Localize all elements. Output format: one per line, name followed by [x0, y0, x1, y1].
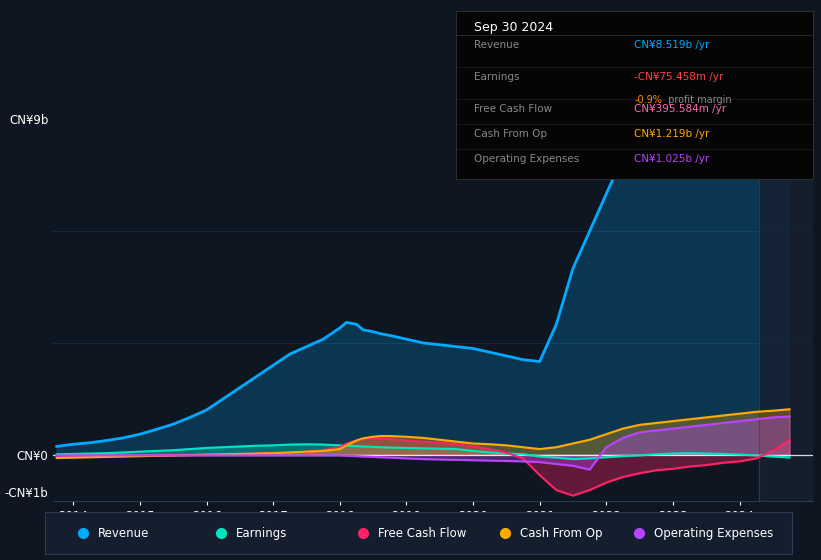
Text: CN¥8.519b /yr: CN¥8.519b /yr	[635, 40, 709, 50]
Text: Cash From Op: Cash From Op	[520, 527, 602, 540]
Text: profit margin: profit margin	[664, 95, 732, 105]
Text: Operating Expenses: Operating Expenses	[654, 527, 773, 540]
Text: Sep 30 2024: Sep 30 2024	[474, 21, 553, 34]
Text: CN¥1.219b /yr: CN¥1.219b /yr	[635, 129, 709, 139]
Text: CN¥395.584m /yr: CN¥395.584m /yr	[635, 104, 727, 114]
Text: Revenue: Revenue	[98, 527, 149, 540]
Text: Earnings: Earnings	[236, 527, 287, 540]
Text: Operating Expenses: Operating Expenses	[474, 154, 579, 164]
Text: Earnings: Earnings	[474, 72, 519, 82]
Text: -CN¥75.458m /yr: -CN¥75.458m /yr	[635, 72, 723, 82]
Text: Revenue: Revenue	[474, 40, 519, 50]
Bar	[759, 90, 813, 501]
Text: CN¥1.025b /yr: CN¥1.025b /yr	[635, 154, 709, 164]
Text: Free Cash Flow: Free Cash Flow	[378, 527, 466, 540]
Text: Cash From Op: Cash From Op	[474, 129, 547, 139]
Text: -0.9%: -0.9%	[635, 95, 662, 105]
Text: Free Cash Flow: Free Cash Flow	[474, 104, 552, 114]
